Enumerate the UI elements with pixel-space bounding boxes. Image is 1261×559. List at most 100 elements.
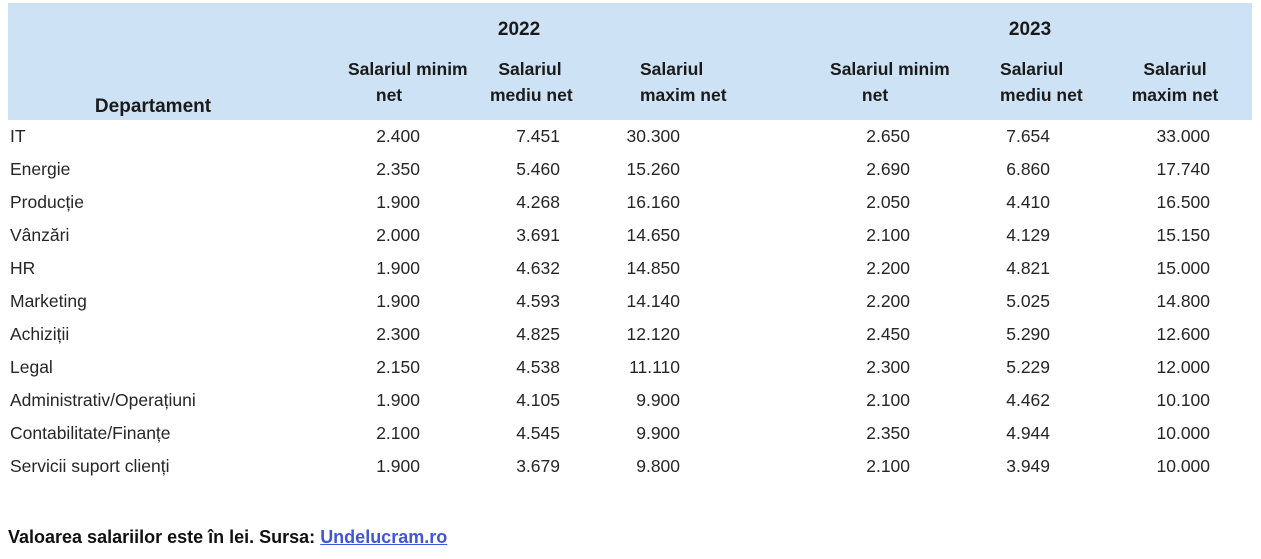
row-filler	[1220, 450, 1252, 483]
footer-note: Valoarea salariilor este în lei. Sursa: …	[8, 527, 447, 548]
col-header-line: Salariul minim	[830, 58, 950, 79]
value-cell: 3.679	[516, 456, 560, 476]
col-header-line: Salariul	[1000, 58, 1064, 79]
value-cell: 14.650	[626, 225, 681, 245]
table-row: Administrativ/Operațiuni 1.900 4.105 9.900 2…	[8, 384, 1252, 417]
value-cell: 4.821	[1006, 258, 1051, 278]
dept-cell: HR	[10, 258, 36, 278]
value-cell: 2.200	[866, 291, 911, 311]
dept-cell: Producție	[10, 192, 84, 212]
value-cell: 5.460	[516, 159, 560, 179]
source-link[interactable]: Undelucram.ro	[320, 527, 448, 547]
value-cell: 12.600	[1156, 324, 1211, 344]
value-cell: 2.350	[376, 159, 420, 179]
salary-table-page: Departament 2022 2023 Salariul minim net…	[0, 3, 1261, 559]
table-header: Departament 2022 2023 Salariul minim net…	[8, 3, 1253, 120]
dept-cell: Servicii suport clienți	[10, 456, 170, 476]
value-cell: 14.850	[626, 258, 681, 278]
col-header-2022-mediu: Salariul mediu net	[430, 43, 573, 120]
table-row: Producție 1.900 4.268 16.160 2.050 4.410 16.50…	[8, 186, 1252, 219]
col-header-line: mediu net	[1000, 84, 1083, 105]
row-filler	[1220, 318, 1252, 351]
value-cell: 2.450	[866, 324, 911, 344]
value-cell: 7.654	[1006, 126, 1051, 146]
row-filler	[1220, 219, 1252, 252]
row-filler	[1220, 252, 1252, 285]
value-cell: 2.300	[376, 324, 420, 344]
value-cell: 4.105	[516, 390, 560, 410]
value-cell: 2.650	[866, 126, 911, 146]
value-cell: 4.462	[1006, 390, 1051, 410]
value-cell: 14.140	[626, 291, 681, 311]
value-cell: 9.800	[636, 456, 681, 476]
value-cell: 5.025	[1006, 291, 1051, 311]
value-cell: 2.100	[376, 423, 420, 443]
row-filler	[1220, 186, 1252, 219]
value-cell: 2.350	[866, 423, 911, 443]
value-cell: 9.900	[636, 423, 681, 443]
dept-cell: IT	[10, 126, 26, 146]
col-header-line: maxim net	[1131, 84, 1219, 105]
dept-cell: Marketing	[10, 291, 87, 311]
row-filler	[1220, 120, 1252, 153]
table-row: Marketing 1.900 4.593 14.140 2.200 5.025 14.80…	[8, 285, 1252, 318]
value-cell: 10.000	[1156, 423, 1211, 443]
col-header-line: Salariul	[498, 58, 562, 79]
value-cell: 4.268	[516, 192, 560, 212]
value-cell: 2.100	[866, 225, 911, 245]
value-cell: 10.100	[1156, 390, 1211, 410]
salary-table: Departament 2022 2023 Salariul minim net…	[8, 3, 1253, 483]
value-cell: 6.860	[1006, 159, 1051, 179]
value-cell: 2.300	[866, 357, 911, 377]
value-cell: 2.150	[376, 357, 420, 377]
year-header-row: Departament 2022 2023	[8, 3, 1253, 120]
value-cell: 12.120	[626, 324, 681, 344]
value-cell: 4.545	[516, 423, 560, 443]
value-cell: 1.900	[376, 291, 420, 311]
value-cell: 15.000	[1156, 258, 1211, 278]
value-cell: 1.900	[376, 192, 420, 212]
row-filler	[1220, 285, 1252, 318]
value-cell: 1.900	[376, 456, 420, 476]
dept-cell: Legal	[10, 357, 53, 377]
value-cell: 11.110	[629, 357, 681, 377]
dept-cell: Energie	[10, 159, 71, 179]
row-filler	[1220, 153, 1252, 186]
value-cell: 2.050	[866, 192, 911, 212]
row-filler	[1220, 384, 1252, 417]
col-header-line: Salariul minim	[348, 58, 468, 79]
value-cell: 1.900	[376, 390, 420, 410]
value-cell: 5.290	[1006, 324, 1051, 344]
footer-note-text: Valoarea salariilor este în lei. Sursa:	[8, 527, 316, 547]
value-cell: 4.129	[1006, 225, 1051, 245]
col-header-2022-min: Salariul minim net	[298, 43, 468, 120]
value-cell: 2.690	[866, 159, 911, 179]
value-cell: 2.400	[376, 126, 420, 146]
col-header-line: maxim net	[640, 84, 727, 105]
value-cell: 2.200	[866, 258, 911, 278]
dept-cell: Vânzări	[10, 225, 70, 245]
col-header-line: Salariul	[640, 58, 704, 79]
table-row: Achiziții 2.300 4.825 12.120 2.450 5.290 12.60…	[8, 318, 1252, 351]
value-cell: 4.410	[1006, 192, 1051, 212]
value-cell: 15.150	[1156, 225, 1211, 245]
table-row: Contabilitate/Finanțe 2.100 4.545 9.900 2.35…	[8, 417, 1252, 450]
value-cell: 3.691	[516, 225, 560, 245]
dept-cell: Contabilitate/Finanțe	[10, 423, 171, 443]
dept-cell: Achiziții	[10, 324, 70, 344]
value-cell: 33.000	[1156, 126, 1211, 146]
col-header-line: net	[375, 84, 403, 105]
dept-column-header: Departament	[8, 3, 298, 120]
year-2023-header: 2023	[690, 3, 1221, 43]
value-cell: 12.000	[1156, 357, 1211, 377]
row-filler	[1220, 417, 1252, 450]
value-cell: 4.593	[516, 291, 560, 311]
col-header-line: mediu net	[490, 84, 573, 105]
table-row: Servicii suport clienți 1.900 3.679 9.800 2.…	[8, 450, 1252, 483]
col-header-2023-maxim: Salariul maxim net	[1060, 43, 1221, 120]
value-cell: 2.000	[376, 225, 420, 245]
table-row: IT 2.400 7.451 30.300 2.650 7.654 33.000	[8, 120, 1252, 153]
col-header-line: Salariul	[1143, 58, 1207, 79]
table-row: Legal 2.150 4.538 11.110 2.300 5.229 12.000	[8, 351, 1252, 384]
value-cell: 7.451	[516, 126, 560, 146]
